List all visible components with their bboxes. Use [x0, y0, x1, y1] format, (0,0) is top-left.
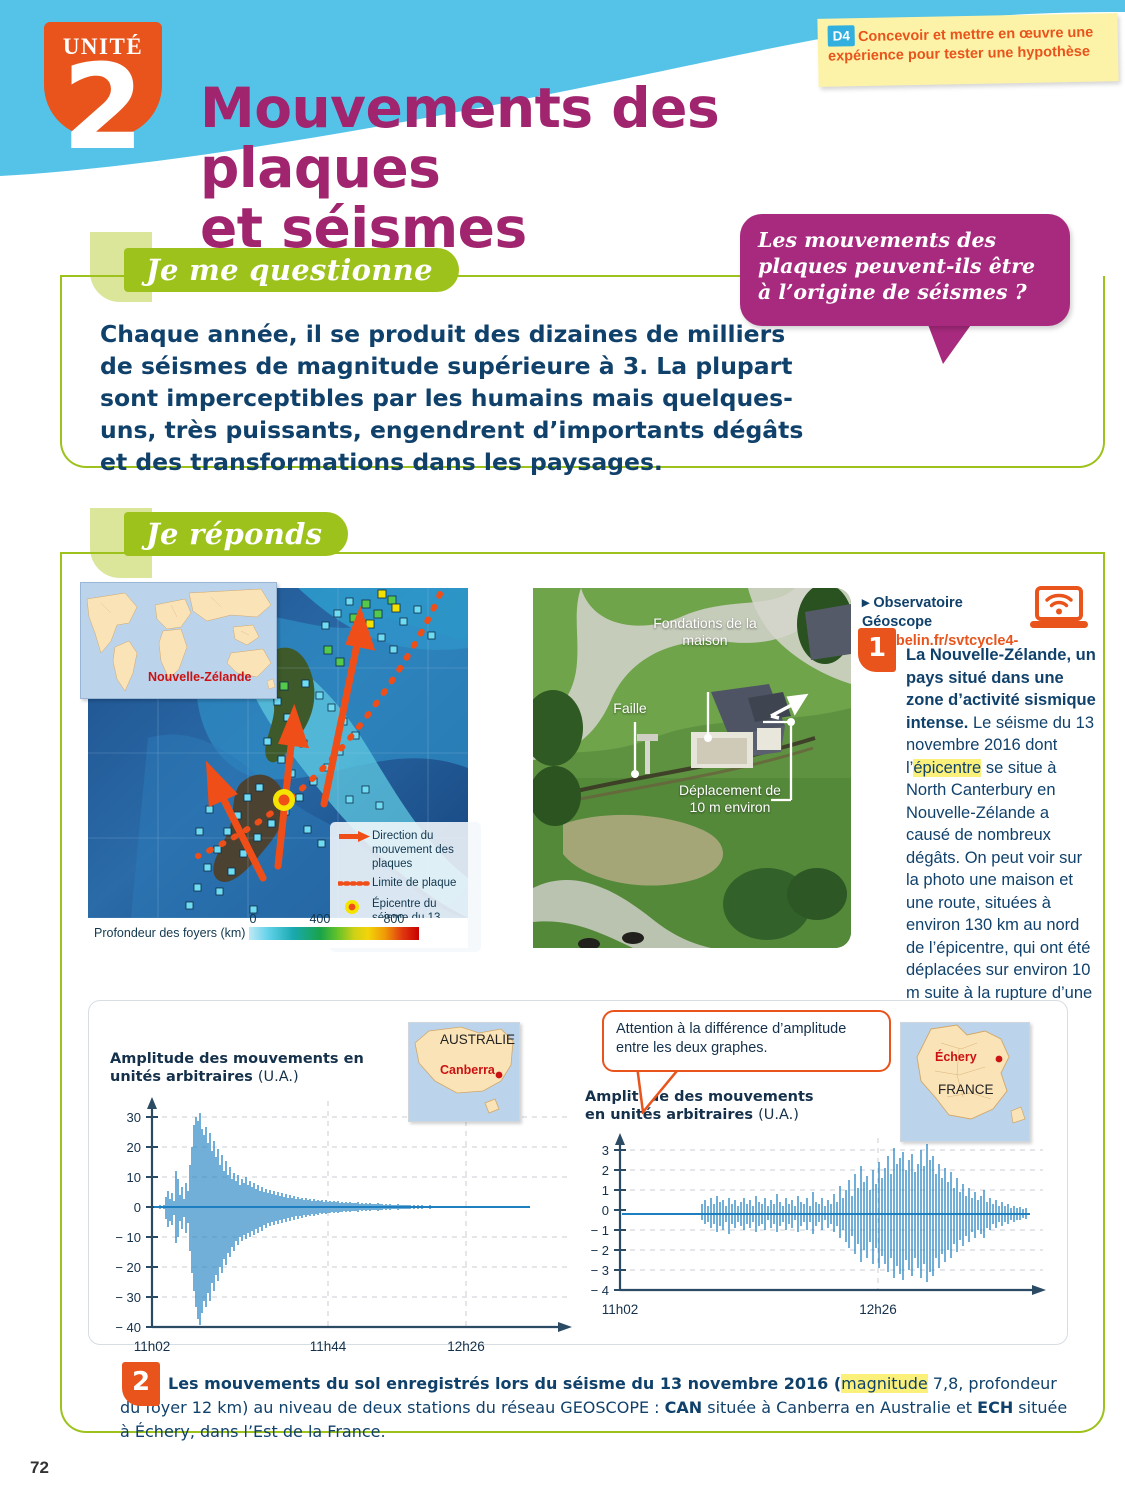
section-tab-questionne: Je me questionne [124, 248, 459, 292]
doc1-paragraph: La Nouvelle-Zélande, un pays situé dans … [906, 644, 1096, 1027]
svg-text:10: 10 [127, 1170, 141, 1185]
chart1-title-unit: (U.A.) [257, 1069, 299, 1085]
reponds-box-topline-right [345, 552, 1105, 554]
svg-text:0: 0 [134, 1200, 141, 1215]
doc-badge-1: 1 [858, 628, 896, 672]
triangle-bullet-icon: ▸ [862, 595, 870, 611]
depth-scale-label: Profondeur des foyers (km) [94, 926, 246, 940]
legend-item-direction: Direction du mouvement des plaques [338, 829, 473, 871]
doc2-part-d: située à Échery, dans l’Est de la France… [120, 1398, 1068, 1441]
depth-gradient-bar: 0 400 800 [249, 912, 420, 940]
depth-tick-0: 0 [249, 911, 257, 926]
questionne-paragraph: Chaque année, il se produit des dizaines… [100, 320, 804, 476]
chart2-title-unit: (U.A.) [758, 1107, 799, 1123]
header-cyan-banner [0, 0, 1125, 190]
svg-text:− 3: − 3 [591, 1263, 609, 1278]
photo-label-faille: Faille [613, 700, 647, 716]
competency-sticky-note: D4 Concevoir et mettre en œuvre une expér… [817, 13, 1119, 87]
doc-badge-2: 2 [122, 1362, 160, 1406]
svg-text:− 10: − 10 [115, 1230, 141, 1245]
reponds-box [60, 553, 1105, 1433]
legend-label-direction: Direction du mouvement des plaques [372, 830, 454, 870]
legend-label-plate-boundary: Limite de plaque [372, 877, 457, 889]
svg-text:0: 0 [602, 1203, 609, 1218]
svg-text:11h02: 11h02 [602, 1302, 639, 1317]
svg-text:− 2: − 2 [591, 1243, 609, 1258]
section-tab-reponds-label: Je réponds [146, 517, 323, 551]
svg-text:− 30: − 30 [115, 1290, 141, 1305]
australia-inset-country-label: AUSTRALIE [440, 1032, 516, 1047]
question-bubble-text: Les mouvements des plaques peuvent-ils ê… [758, 228, 1036, 304]
svg-text:− 4: − 4 [591, 1283, 609, 1298]
questionne-box [60, 276, 1105, 468]
doc2-lead: Les mouvements du sol enregistrés lors d… [168, 1374, 842, 1393]
doc2-caption: Les mouvements du sol enregistrés lors d… [120, 1372, 1080, 1444]
doc2-station-ech: ECH [977, 1398, 1014, 1417]
dotted-line-icon [336, 876, 372, 892]
question-bubble: Les mouvements des plaques peuvent-ils ê… [740, 214, 1070, 326]
aerial-photo-fault-house [533, 588, 851, 948]
bubble-tail [927, 322, 973, 364]
australia-inset-city-label: Canberra [440, 1063, 495, 1077]
chart2-plot: 3 2 1 0 − 1 − 2 − 3 − 4 11h02 12h26 [578, 1130, 1053, 1335]
doc1-body-a: Le séisme du 13 novembre 2016 dont l’ [906, 713, 1095, 777]
doc2-part-c: située à Canberra en Australie et [702, 1398, 978, 1417]
france-inset-city-label: Échery [935, 1050, 977, 1064]
competency-chip: D4 [827, 25, 856, 47]
chart1-title-text: Amplitude des mouvements en unités arbit… [110, 1051, 364, 1085]
epicenter-dot-icon [338, 897, 372, 919]
amplitude-warning-callout: Attention à la différence d’amplitude en… [602, 1010, 891, 1072]
callout-text: Attention à la différence d’amplitude en… [616, 1021, 847, 1056]
france-inset-country-label: FRANCE [938, 1082, 994, 1097]
svg-text:11h02: 11h02 [134, 1339, 171, 1354]
svg-text:20: 20 [127, 1140, 141, 1155]
svg-text:− 20: − 20 [115, 1260, 141, 1275]
laptop-wifi-icon [1030, 586, 1088, 632]
chart2-title: Amplitude des mouvements en unités arbit… [585, 1088, 835, 1124]
page-number: 72 [30, 1458, 49, 1477]
photo-label-fondations: Fondations de la maison [653, 615, 757, 648]
svg-text:12h26: 12h26 [447, 1339, 485, 1354]
unit-label: UNITÉ [62, 34, 144, 59]
svg-text:− 40: − 40 [115, 1320, 141, 1335]
doc2-station-can: CAN [664, 1398, 703, 1417]
callout-tail [635, 1064, 695, 1119]
chart1-title: Amplitude des mouvements en unités arbit… [110, 1050, 390, 1086]
page-title-line1: Mouvements des plaques [200, 76, 720, 200]
france-inset-map [900, 1022, 1030, 1142]
arrow-icon [338, 829, 372, 846]
photo-label-deplacement: Déplacement de 10 m environ [679, 782, 781, 815]
map-credit: Tectoglob 3D/P. Cosentino [62, 654, 76, 795]
world-locator-map [80, 582, 277, 699]
new-zealand-seismicity-map [88, 588, 468, 948]
geoscope-link-title: Observatoire Géoscope [862, 595, 963, 630]
doc1-highlight-epicentre: épicentre [913, 758, 982, 777]
doc2-highlight-magnitude: magnitude [841, 1374, 928, 1393]
depth-tick-800: 800 [383, 911, 405, 926]
svg-text:30: 30 [127, 1110, 141, 1125]
doc2-part-b: 7,8, profondeur du foyer 12 km) au nivea… [120, 1374, 1057, 1417]
section-tab-questionne-label: Je me questionne [146, 253, 433, 287]
depth-scale: Profondeur des foyers (km) 0 400 800 [88, 912, 468, 948]
legend-item-plate-boundary: Limite de plaque [336, 876, 473, 892]
svg-text:− 1: − 1 [591, 1223, 609, 1238]
svg-text:2: 2 [602, 1163, 609, 1178]
world-locator-label: Nouvelle-Zélande [148, 670, 252, 684]
unit-number: 2 [61, 38, 145, 176]
section-tab-reponds: Je réponds [124, 512, 349, 556]
svg-text:11h44: 11h44 [310, 1339, 347, 1354]
depth-tick-400: 400 [309, 911, 331, 926]
svg-text:3: 3 [602, 1143, 609, 1158]
svg-text:1: 1 [602, 1183, 609, 1198]
chart1-plot: 30 20 10 0 − 10 − 20 − 30 − 40 11h02 11h44 12h2… [100, 1095, 580, 1365]
unit-badge [44, 22, 162, 137]
doc1-lead: La Nouvelle-Zélande, un pays situé dans … [906, 646, 1096, 732]
doc1-body-b: se situe à North Canterbury en Nouvelle-… [906, 758, 1093, 1025]
competency-text: Concevoir et mettre en œuvre une expérie… [827, 24, 1094, 65]
australia-inset-map [408, 1022, 520, 1122]
svg-text:12h26: 12h26 [859, 1302, 897, 1317]
